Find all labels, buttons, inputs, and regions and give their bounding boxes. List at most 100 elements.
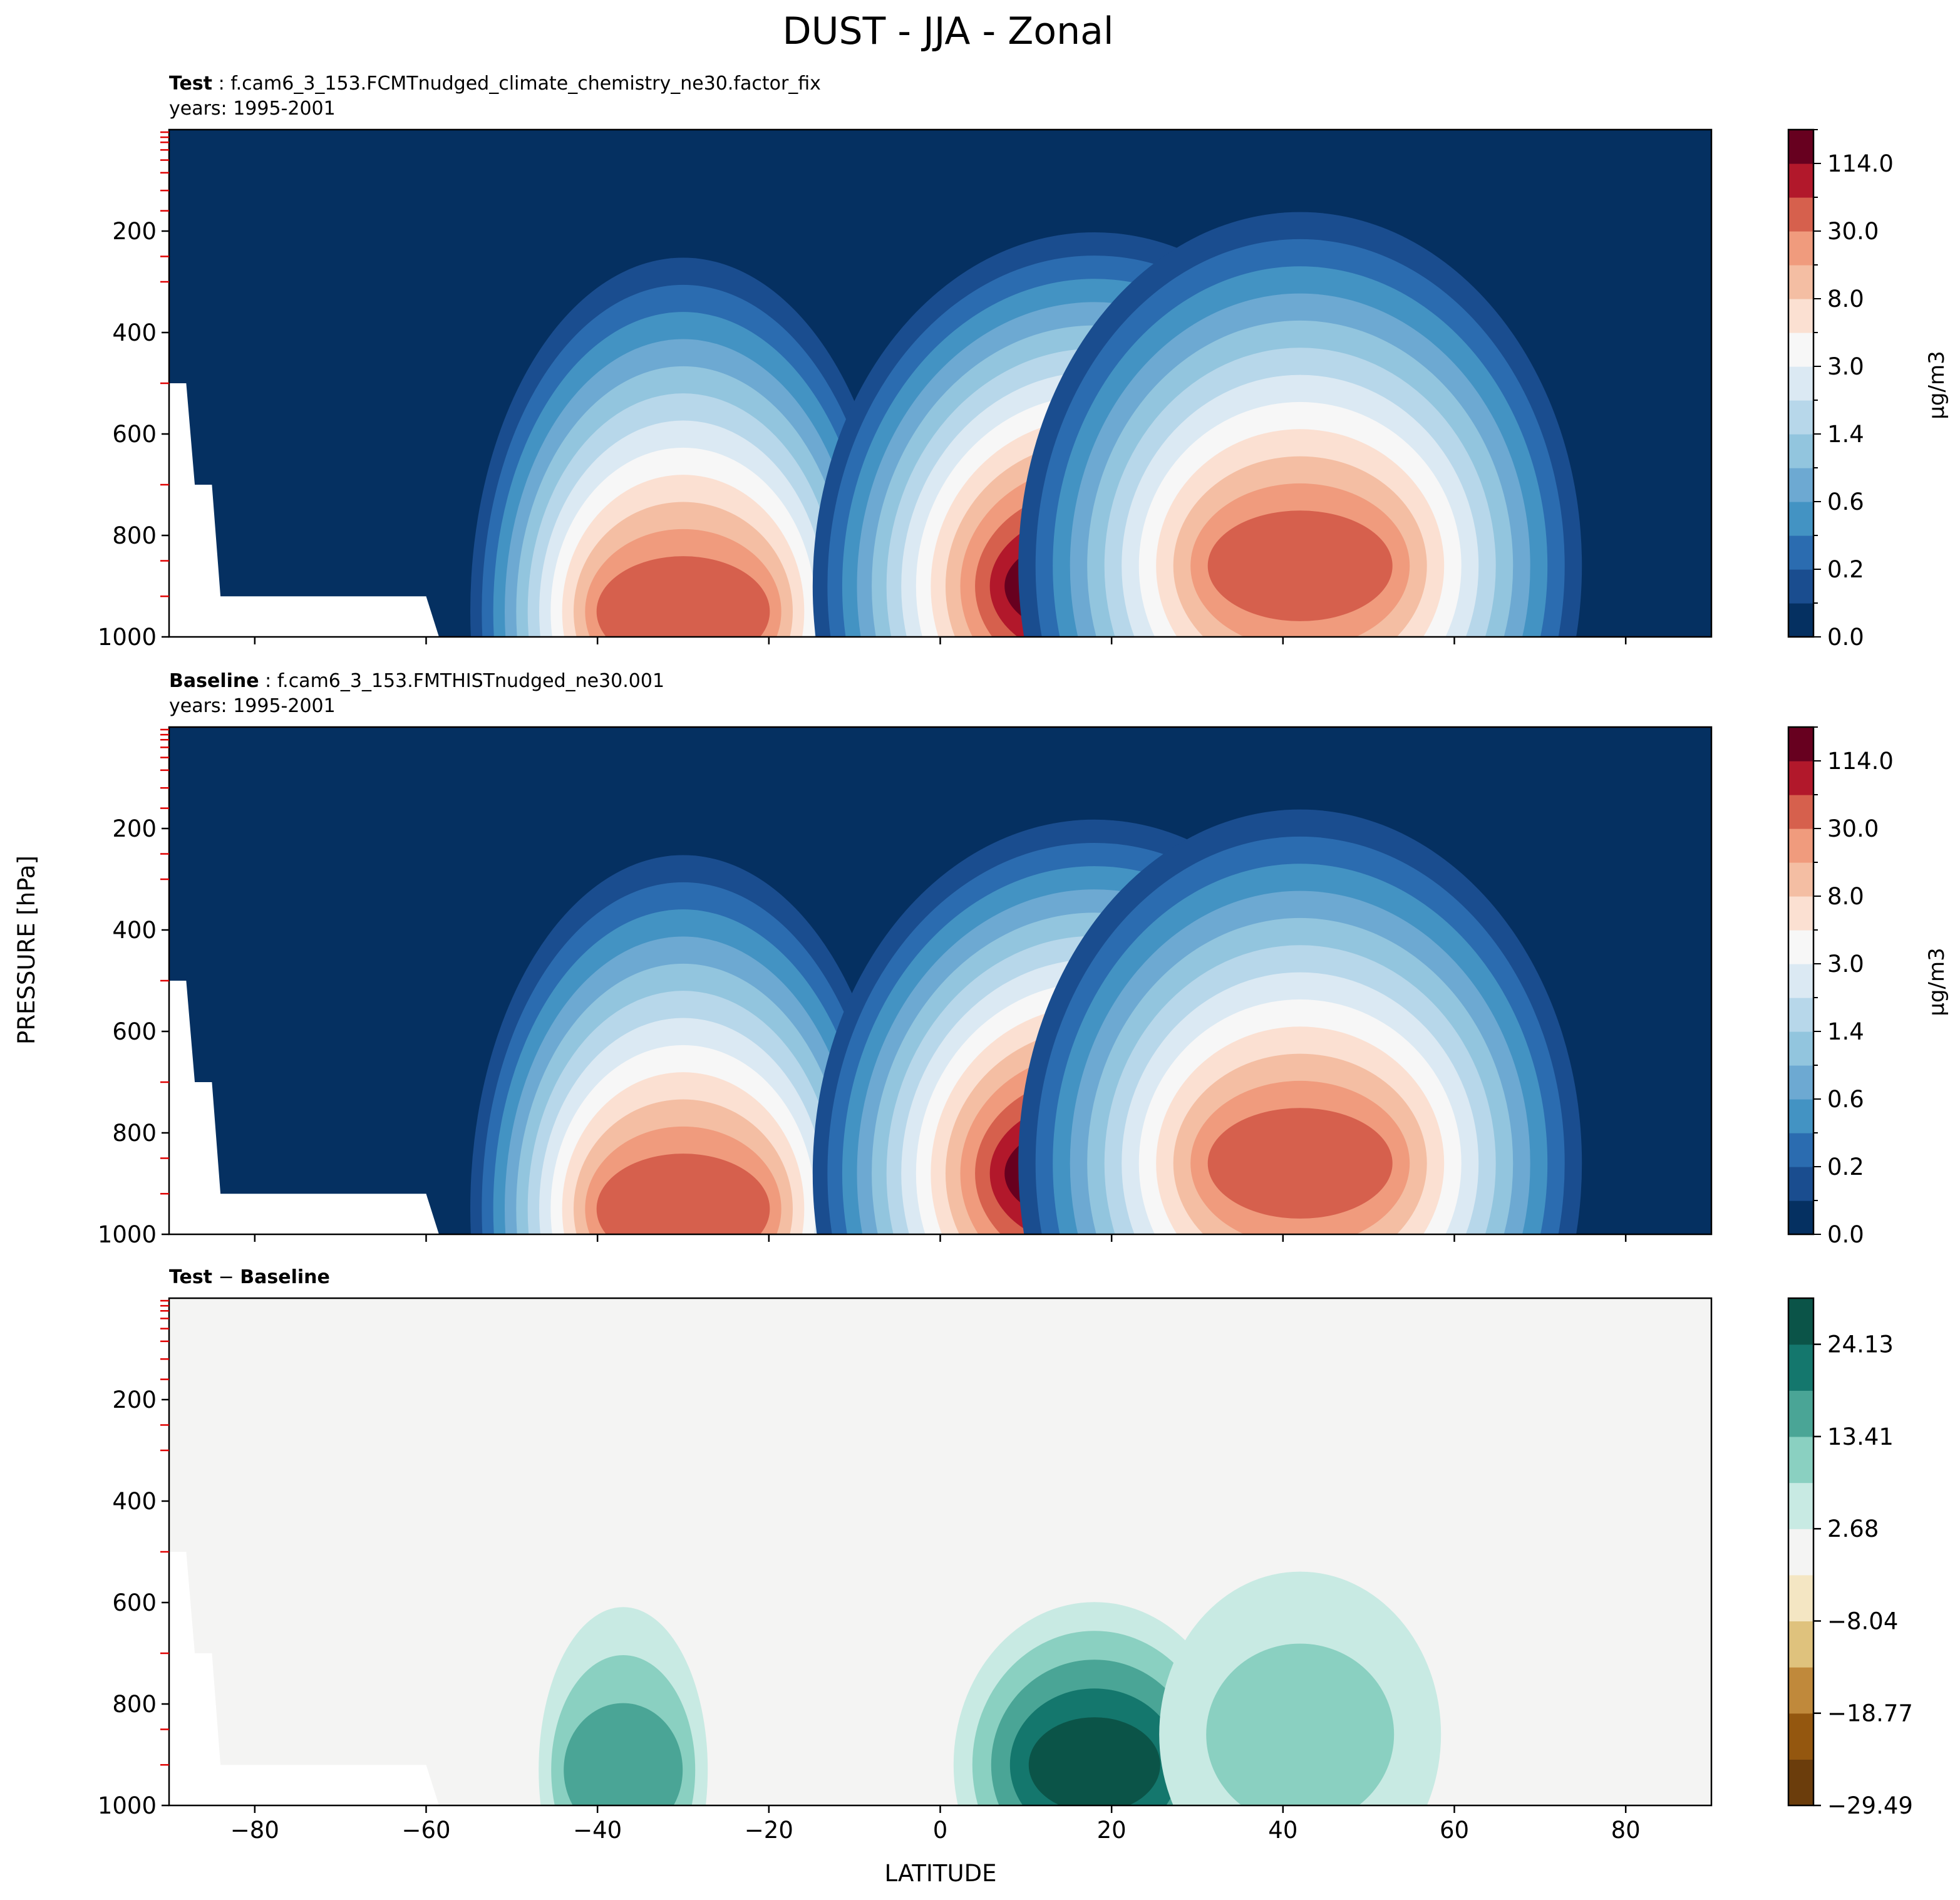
colorbar-test-label: μg/m3 <box>1924 351 1949 419</box>
colorbar-swatch <box>1788 964 1813 998</box>
colorbar-swatch <box>1788 502 1813 536</box>
x-tick-label: 40 <box>1268 1817 1297 1844</box>
colorbar-swatch <box>1788 1436 1813 1484</box>
colorbar-swatch <box>1788 1065 1813 1100</box>
colorbar: −29.49 −18.77 −8.04 2.68 13.41 24.13 <box>1787 1297 1913 1819</box>
colorbar-baseline-label: μg/m3 <box>1924 947 1949 1016</box>
y-tick-label: 1000 <box>98 1221 157 1248</box>
contour-field <box>169 1298 1711 1805</box>
colorbar-tick-label: 30.0 <box>1827 218 1879 245</box>
colorbar-swatch <box>1788 1529 1813 1576</box>
y-tick-label: 200 <box>112 218 157 245</box>
colorbar-swatch <box>1788 1482 1813 1529</box>
colorbar-swatch <box>1788 163 1813 198</box>
plot-area-test: 200 400 600 800 1000 0.0 0.2 0.6 1.4 3.0 8.0 30.0 11… <box>98 128 1894 651</box>
colorbar-swatch <box>1788 930 1813 964</box>
colorbar-swatch <box>1788 366 1813 401</box>
x-tick-label: 20 <box>1097 1817 1127 1844</box>
x-axis-label: LATITUDE <box>885 1860 997 1887</box>
colorbar-swatch <box>1788 761 1813 795</box>
contour-band-2-12 <box>1207 510 1393 621</box>
colorbar-swatch <box>1788 1167 1813 1201</box>
y-tick-label: 1000 <box>98 624 157 651</box>
figure-title: DUST - JJA - Zonal <box>782 9 1113 53</box>
colorbar-swatch <box>1788 569 1813 604</box>
colorbar-swatch <box>1788 1200 1813 1235</box>
colorbar-swatch <box>1788 1713 1813 1760</box>
contour-field <box>169 727 1711 1234</box>
x-tick-label: −20 <box>745 1817 793 1844</box>
contour-band-2-7 <box>1206 1643 1395 1805</box>
colorbar-swatch <box>1788 1344 1813 1391</box>
colorbar-tick-label: 0.0 <box>1827 624 1864 651</box>
colorbar-tick-label: 24.13 <box>1827 1331 1894 1358</box>
colorbar-swatch <box>1788 1621 1813 1668</box>
panel-baseline-years: years: 1995-2001 <box>169 695 336 717</box>
colorbar-swatch <box>1788 998 1813 1032</box>
colorbar-swatch <box>1788 231 1813 266</box>
colorbar-tick-label: 13.41 <box>1827 1423 1894 1450</box>
y-tick-label: 200 <box>112 815 157 842</box>
colorbar-tick-label: 8.0 <box>1827 286 1864 312</box>
contour-band-1-10 <box>1028 1717 1160 1805</box>
colorbar-tick-label: 0.6 <box>1827 488 1864 515</box>
x-tick-label: 0 <box>933 1817 948 1844</box>
colorbar-tick-label: 0.6 <box>1827 1086 1864 1113</box>
colorbar-tick-label: 8.0 <box>1827 883 1864 910</box>
panel-baseline: Baseline : f.cam6_3_153.FMTHISTnudged_ne… <box>98 670 1949 1248</box>
x-tick-label: −40 <box>573 1817 622 1844</box>
contour-band-0-12 <box>596 556 770 637</box>
masked-terrain <box>169 981 440 1234</box>
y-axis-label: PRESSURE [hPa] <box>13 855 40 1045</box>
colorbar-swatch <box>1788 1574 1813 1622</box>
colorbar-tick-label: −8.04 <box>1827 1608 1898 1634</box>
colorbar-swatch <box>1788 603 1813 638</box>
colorbar-tick-label: 30.0 <box>1827 815 1879 842</box>
colorbar-swatch <box>1788 299 1813 333</box>
colorbar: 0.0 0.2 0.6 1.4 3.0 8.0 30.0 114.0 <box>1787 128 1894 651</box>
colorbar-tick-label: 3.0 <box>1827 353 1864 380</box>
colorbar-frame <box>1787 128 1815 638</box>
colorbar-swatch <box>1788 265 1813 299</box>
colorbar-swatch <box>1788 1031 1813 1066</box>
y-tick-label: 400 <box>112 917 157 944</box>
colorbar-tick-label: 114.0 <box>1827 748 1894 775</box>
panel-baseline-label: Baseline : f.cam6_3_153.FMTHISTnudged_ne… <box>169 670 664 692</box>
panel-test-label: Test : f.cam6_3_153.FCMTnudged_climate_c… <box>169 73 821 95</box>
masked-terrain <box>169 1552 440 1805</box>
colorbar-tick-label: 3.0 <box>1827 951 1864 978</box>
background-level <box>169 1298 1711 1805</box>
colorbar-swatch <box>1788 535 1813 570</box>
contour-band-2-12 <box>1207 1108 1393 1219</box>
colorbar-swatch <box>1788 862 1813 897</box>
colorbar: 0.0 0.2 0.6 1.4 3.0 8.0 30.0 114.0 <box>1787 726 1894 1248</box>
plot-area-baseline: 200 400 600 800 1000 0.0 0.2 0.6 1.4 3.0 8.0 30.0 11… <box>98 726 1894 1248</box>
x-tick-label: 60 <box>1440 1817 1469 1844</box>
y-tick-label: 400 <box>112 1488 157 1515</box>
contour-field <box>169 130 1711 637</box>
plot-area-diff: 200 400 600 800 1000 −80 −60 −40 −20 0 20 40 60 80 −29… <box>98 1297 1913 1844</box>
colorbar-tick-label: 2.68 <box>1827 1515 1879 1542</box>
contour-band-0-8 <box>564 1703 683 1805</box>
x-tick-label: −60 <box>401 1817 450 1844</box>
colorbar-swatch <box>1788 468 1813 502</box>
y-tick-label: 1000 <box>98 1792 157 1819</box>
panel-test-years: years: 1995-2001 <box>169 98 336 120</box>
colorbar-tick-label: 114.0 <box>1827 150 1894 177</box>
colorbar-tick-label: −29.49 <box>1827 1792 1913 1819</box>
colorbar-swatch <box>1788 130 1813 164</box>
colorbar-swatch <box>1788 1759 1813 1806</box>
colorbar-swatch <box>1788 197 1813 232</box>
y-tick-label: 400 <box>112 319 157 346</box>
colorbar-swatch <box>1788 1390 1813 1437</box>
y-tick-label: 600 <box>112 1018 157 1045</box>
colorbar-swatch <box>1788 795 1813 829</box>
y-tick-label: 600 <box>112 421 157 448</box>
x-tick-label: 80 <box>1611 1817 1641 1844</box>
y-tick-label: 200 <box>112 1386 157 1413</box>
colorbar-swatch <box>1788 727 1813 762</box>
colorbar-swatch <box>1788 333 1813 367</box>
y-tick-label: 800 <box>112 522 157 549</box>
